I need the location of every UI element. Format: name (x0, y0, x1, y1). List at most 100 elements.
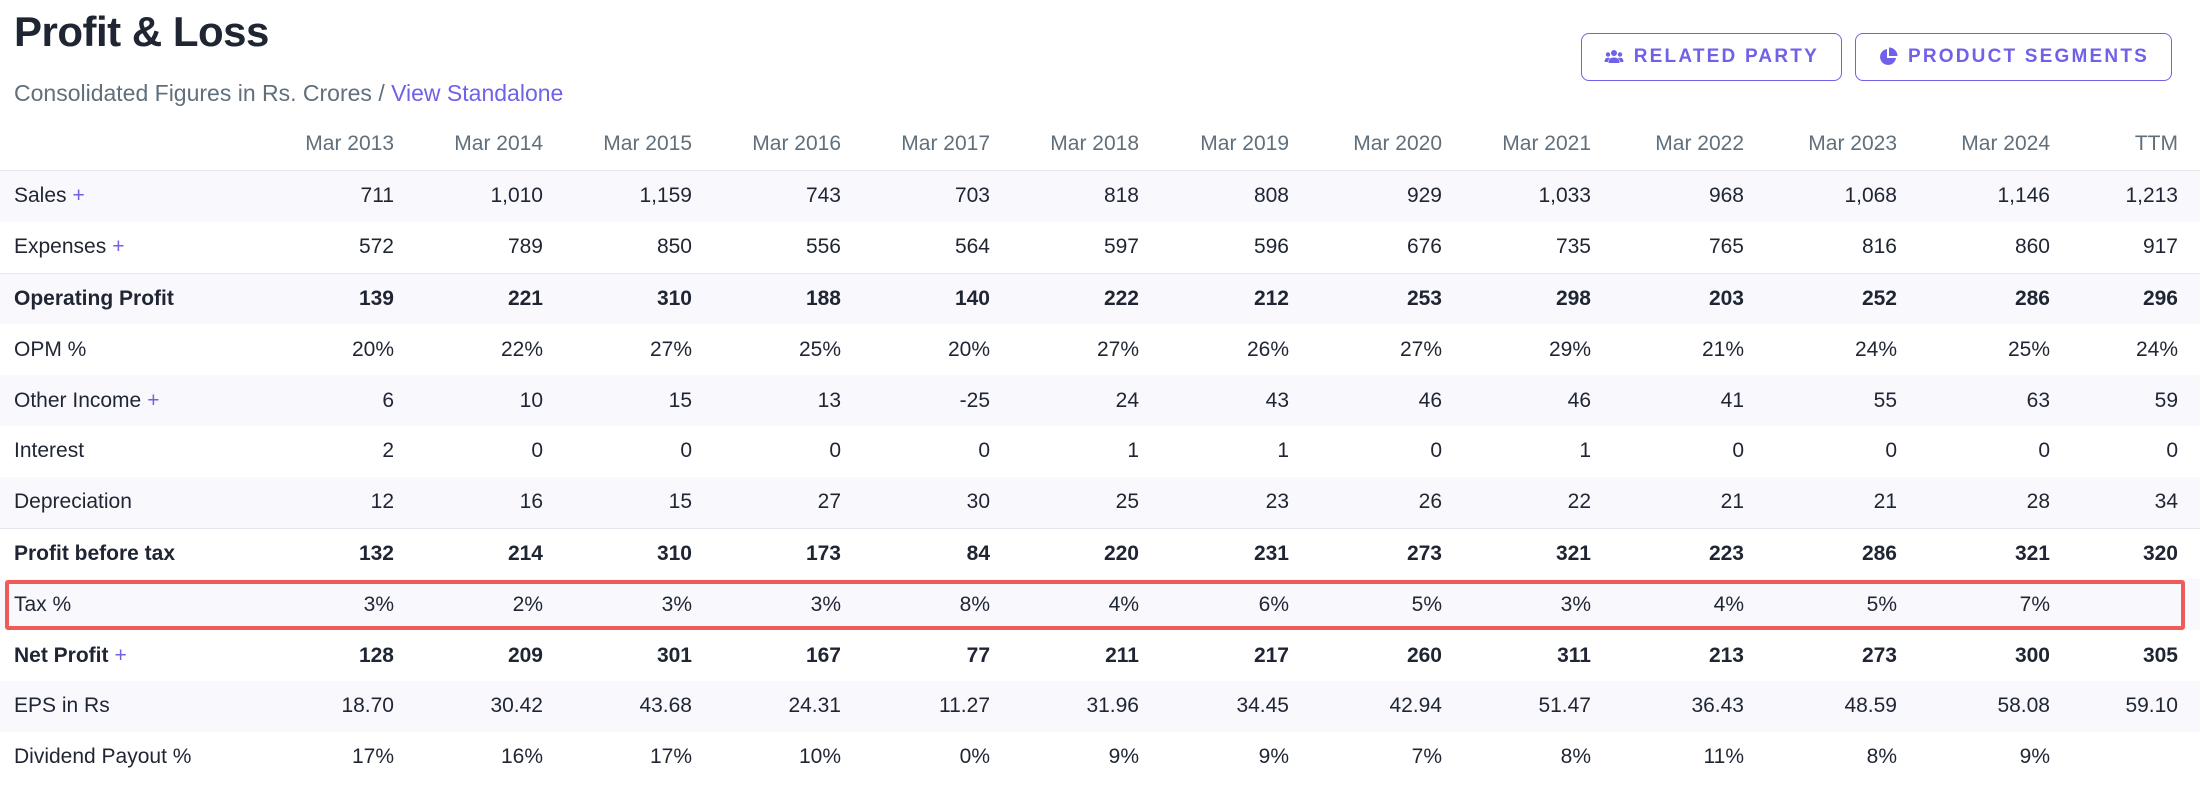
table-cell (2062, 732, 2200, 783)
table-cell: 10 (406, 375, 555, 426)
table-cell: 84 (853, 527, 1002, 580)
table-cell: 46 (1454, 375, 1603, 426)
row-label: Sales (14, 184, 67, 208)
table-cell: 15 (555, 375, 704, 426)
table-cell: 24% (2135, 337, 2178, 361)
table-cell: 0% (959, 745, 990, 769)
table-cell: 0 (978, 439, 990, 463)
table-cell: 296 (2062, 272, 2200, 325)
column-header: Mar 2017 (853, 118, 1002, 171)
table-cell: 18.70 (266, 680, 406, 732)
row-label: OPM % (14, 337, 87, 361)
table-cell: 12 (266, 476, 406, 529)
table-cell: 43 (1151, 375, 1301, 426)
row-label-cell: Depreciation (0, 476, 266, 529)
table-cell: 15 (555, 476, 704, 529)
table-row: Expenses +572 789 850 556 564 597 596 676 735 765 8… (0, 222, 2200, 273)
row-label-cell: Dividend Payout % (0, 732, 266, 783)
column-header: Mar 2013 (266, 118, 406, 171)
table-cell: 968 (1603, 170, 1756, 222)
table-row: OPM % 20% 22% 27% 25% 20% 27% 26% 27% 29% 21% 24% 25… (0, 324, 2200, 375)
table-cell: 11.27 (853, 680, 1002, 732)
table-row: Operating Profit 139 221 310 188 140 222 212 253… (0, 272, 2200, 325)
subtitle-text: Consolidated Figures in Rs. Crores / (14, 80, 392, 106)
table-cell: 300 (2014, 643, 2050, 667)
table-cell: 26 (1301, 476, 1454, 529)
table-row: Net Profit +128 209 301 167 77 211 217 260 311 213… (0, 630, 2200, 681)
table-cell: 0 (1885, 439, 1897, 463)
table-cell: 320 (2062, 527, 2200, 580)
table-cell: 3% (555, 579, 704, 631)
row-label-cell[interactable]: Sales + (0, 170, 266, 222)
table-cell: 8% (1866, 745, 1897, 769)
table-cell: 231 (1151, 527, 1301, 580)
table-cell: 6% (1151, 579, 1301, 631)
table-cell: 2% (406, 579, 555, 631)
table-cell: 1,159 (555, 170, 704, 222)
page-title: Profit & Loss (14, 8, 269, 55)
table-cell: 25 (1002, 476, 1151, 529)
table-cell: 25% (798, 337, 841, 361)
table-cell: 27% (1096, 337, 1139, 361)
table-cell: 63 (1909, 375, 2062, 426)
table-header-row: Mar 2013 Mar 2014 Mar 2015 Mar 2016 Mar 2017… (0, 118, 2200, 171)
table-cell: 4% (1002, 579, 1151, 631)
view-standalone-link[interactable]: View Standalone (391, 80, 564, 106)
table-cell: 1,213 (2062, 170, 2200, 222)
table-cell: 10% (798, 745, 841, 769)
table-cell: 572 (358, 235, 394, 259)
table-cell: 25% (2007, 337, 2050, 361)
column-header: Mar 2020 (1301, 118, 1454, 171)
expand-plus-icon[interactable]: + (114, 643, 127, 667)
table-cell: 818 (1002, 170, 1151, 222)
table-cell: 27 (704, 476, 853, 529)
table-cell: 16% (500, 745, 543, 769)
table-row: Other Income +6 10 15 13 -25 24 43 46 46 41 55 63 59 (0, 375, 2200, 426)
table-cell: 173 (704, 527, 853, 580)
table-cell: 212 (1151, 272, 1301, 325)
column-header: TTM (2062, 118, 2200, 171)
row-label-cell[interactable]: Expenses + (0, 222, 266, 273)
table-cell: 24.31 (704, 680, 853, 732)
table-cell: 4% (1603, 579, 1756, 631)
table-cell: 0 (1430, 439, 1442, 463)
column-header: Mar 2022 (1603, 118, 1756, 171)
table-cell: 23 (1151, 476, 1301, 529)
table-cell: 711 (266, 170, 406, 222)
table-cell: 310 (555, 527, 704, 580)
table-cell: 55 (1756, 375, 1909, 426)
table-cell: 220 (1002, 527, 1151, 580)
related-party-button[interactable]: RELATED PARTY (1580, 33, 1842, 81)
expand-plus-icon[interactable]: + (147, 388, 160, 412)
row-label-cell: Tax % (0, 579, 266, 631)
table-cell: 27% (1399, 337, 1442, 361)
column-header: Mar 2023 (1756, 118, 1909, 171)
actions: RELATED PARTY PRODUCT SEGMENTS (1580, 33, 2172, 81)
column-header: Mar 2014 (406, 118, 555, 171)
expand-plus-icon[interactable]: + (112, 235, 125, 259)
table-row: EPS in Rs 18.70 30.42 43.68 24.31 11.27 31.96 3… (0, 680, 2200, 732)
table-cell: 42.94 (1301, 680, 1454, 732)
row-label-cell[interactable]: Net Profit + (0, 630, 266, 681)
row-label: Interest (14, 439, 85, 463)
row-label-cell[interactable]: Other Income + (0, 375, 266, 426)
table-cell: 850 (656, 235, 692, 259)
product-segments-button[interactable]: PRODUCT SEGMENTS (1854, 33, 2172, 81)
table-cell: 597 (1103, 235, 1139, 259)
table-cell: 808 (1151, 170, 1301, 222)
table-cell: 8% (1560, 745, 1591, 769)
table-cell: 260 (1406, 643, 1442, 667)
table-cell: 816 (1861, 235, 1897, 259)
table-cell: 8% (853, 579, 1002, 631)
table-cell: 203 (1603, 272, 1756, 325)
table-cell: 16 (406, 476, 555, 529)
table-cell: 29% (1548, 337, 1591, 361)
table-cell: 59 (2062, 375, 2200, 426)
table-cell: 43.68 (555, 680, 704, 732)
table-cell: 139 (266, 272, 406, 325)
table-cell (2062, 579, 2200, 631)
expand-plus-icon[interactable]: + (72, 184, 85, 208)
table-cell: 6 (266, 375, 406, 426)
table-cell: 26% (1246, 337, 1289, 361)
table-cell: 59.10 (2062, 680, 2200, 732)
